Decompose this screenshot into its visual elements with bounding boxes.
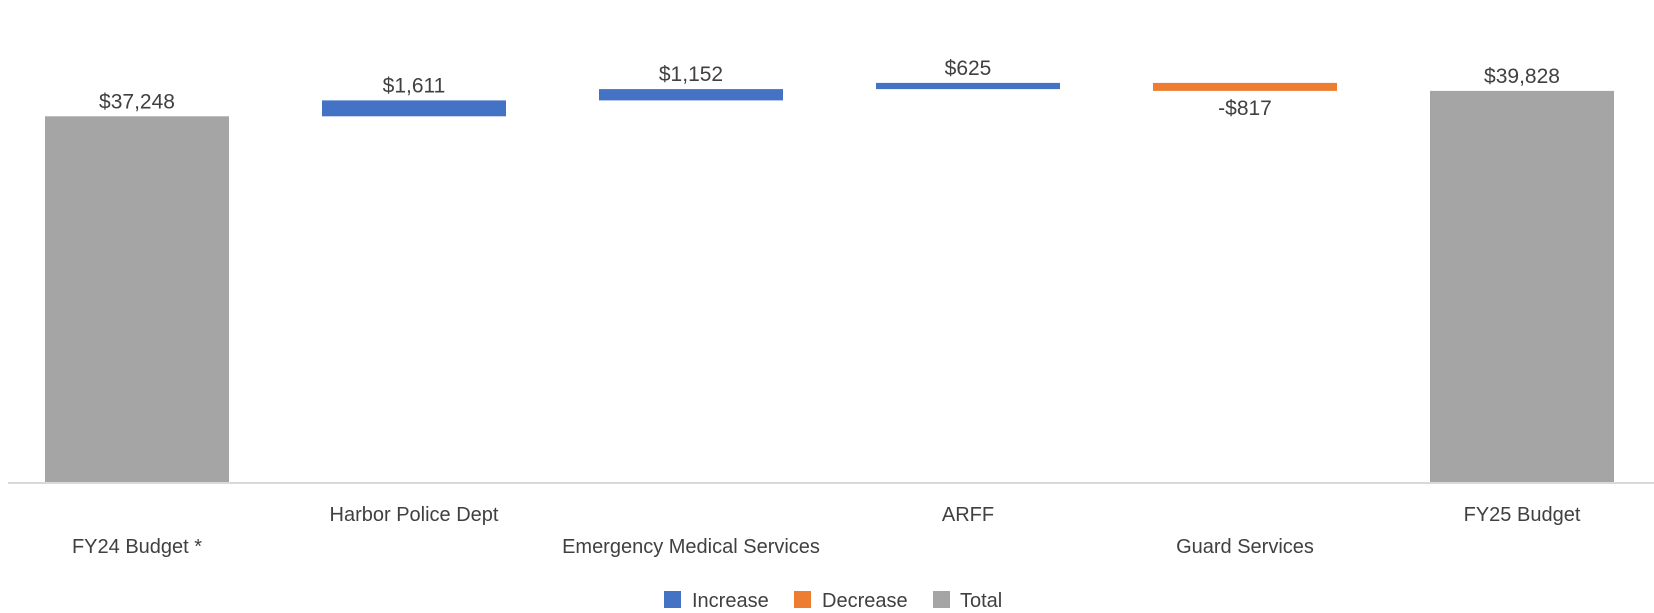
bar-arff xyxy=(876,82,1060,90)
legend-swatch-decrease xyxy=(794,591,811,608)
data-label-fy25-budget: $39,828 xyxy=(1484,65,1560,88)
legend-swatch-total xyxy=(933,591,950,608)
legend-swatch-increase xyxy=(664,591,681,608)
category-label-harbor-police-dept: Harbor Police Dept xyxy=(330,504,499,526)
legend-label-increase: Increase xyxy=(692,590,769,612)
legend-label-total: Total xyxy=(960,590,1002,612)
bar-fy24-budget xyxy=(45,116,229,484)
data-label-guard-services: -$817 xyxy=(1218,97,1272,120)
category-label-fy24-budget: FY24 Budget * xyxy=(72,536,202,558)
data-label-fy24-budget: $37,248 xyxy=(99,90,175,113)
bar-guard-services xyxy=(1153,82,1337,91)
bar-fy25-budget xyxy=(1430,90,1614,484)
bar-harbor-police-dept xyxy=(322,100,506,117)
category-label-arff: ARFF xyxy=(942,504,994,526)
data-label-emergency-medical-services: $1,152 xyxy=(659,63,723,86)
bar-emergency-medical-services xyxy=(599,89,783,101)
legend-label-decrease: Decrease xyxy=(822,590,908,612)
category-labels-group: FY24 Budget * Harbor Police Dept Emergency… xyxy=(72,504,1581,558)
data-label-arff: $625 xyxy=(945,57,992,80)
category-label-emergency-medical-services: Emergency Medical Services xyxy=(562,536,820,558)
legend: Increase Decrease Total xyxy=(664,590,1002,612)
data-label-harbor-police-dept: $1,611 xyxy=(383,74,446,97)
category-label-guard-services: Guard Services xyxy=(1176,536,1314,558)
data-labels-group: $37,248 $1,611 $1,152 $625 -$817 $39,828 xyxy=(99,57,1560,120)
category-label-fy25-budget: FY25 Budget xyxy=(1464,504,1581,526)
bars-group xyxy=(45,82,1614,484)
